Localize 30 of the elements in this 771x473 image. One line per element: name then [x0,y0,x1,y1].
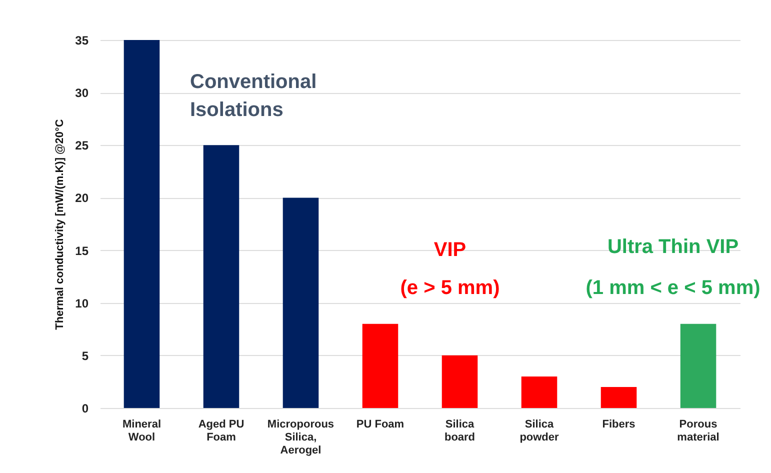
x-tick-label: Microporous Silica, Aerogel [267,418,334,456]
y-tick-label: 30 [75,86,89,100]
bar [203,145,240,408]
y-tick-label: 15 [75,244,89,258]
x-tick-label: Silica powder [520,418,560,444]
y-tick-label: 35 [75,34,89,48]
x-tick-label: Aged PU Foam [198,418,244,444]
y-axis-title: Thermal conductivity [mW/(m.K)] @20°C [54,119,66,330]
annotation: Conventional Isolations [190,71,317,121]
bar [282,198,319,408]
x-tick-label: Porous material [677,418,720,444]
annotation: Ultra Thin VIP [607,236,739,258]
bar [442,355,478,408]
bar [362,324,398,408]
bar [680,324,716,408]
y-tick-label: 20 [75,191,89,206]
x-tick-label: Fibers [602,418,636,430]
y-tick-label: 5 [82,348,89,363]
annotation: (e > 5 mm) [400,277,500,299]
y-tick-label: 0 [82,402,89,416]
bar [124,40,160,408]
x-tick-label: Mineral Wool [122,418,161,444]
x-tick-label: Silica board [444,418,476,444]
x-tick-label: PU Foam [356,418,404,430]
bar [600,386,637,408]
annotation: VIP [434,239,466,261]
annotation: (1 mm < e < 5 mm) [586,277,760,299]
y-tick-label: 10 [75,296,89,310]
bar [521,376,558,408]
y-tick-label: 25 [75,138,89,153]
